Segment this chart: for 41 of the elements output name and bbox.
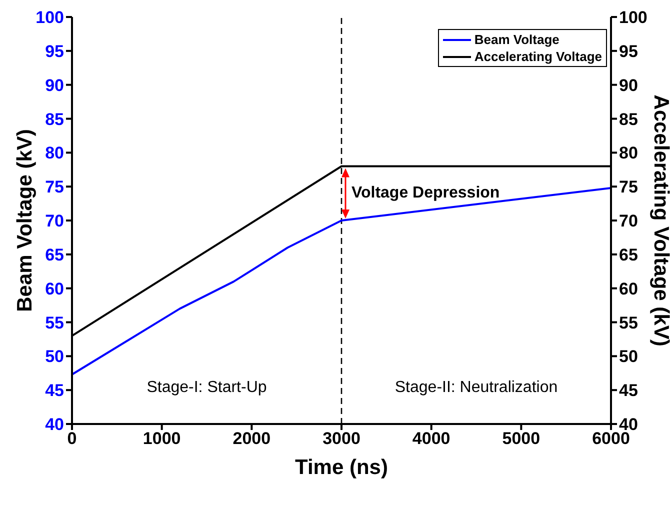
y2-tick-label: 55 [619,313,638,332]
legend-label: Accelerating Voltage [474,48,602,65]
y2-tick-label: 45 [619,381,638,400]
x-tick-label: 0 [67,429,77,448]
y-tick-label: 50 [45,347,64,366]
y-tick-label: 60 [45,279,64,298]
y2-tick-label: 90 [619,76,638,95]
x-tick-label: 2000 [232,429,271,448]
x-tick-label: 5000 [502,429,540,448]
y-tick-label: 70 [45,212,64,231]
y2-tick-label: 60 [619,279,638,298]
x-axis-title: Time (ns) [295,456,388,479]
y-tick-label: 40 [45,415,64,434]
y-tick-label: 65 [45,245,64,264]
y-axis-title: Beam Voltage (kV) [14,129,37,312]
y-tick-label: 45 [45,381,64,400]
y-tick-label: 95 [45,42,64,61]
y-tick-label: 85 [45,110,64,129]
annotation: Stage-II: Neutralization [394,379,558,396]
x-tick-label: 1000 [142,429,181,448]
y2-tick-label: 65 [619,245,638,264]
y2-tick-label: 75 [619,178,638,197]
legend-label: Beam Voltage [474,31,560,48]
y-tick-label: 90 [45,76,64,95]
x-tick-label: 3000 [322,429,360,448]
line-series [72,186,611,376]
y2-tick-label: 80 [619,144,638,163]
y-tick-label: 100 [36,8,64,28]
x-tick-label: 6000 [592,429,630,448]
x-tick-label: 4000 [412,429,450,448]
annotation: Stage-I: Start-Up [146,379,267,396]
y2-tick-label: 70 [619,212,638,231]
y2-tick-label: 50 [619,347,638,366]
y-tick-label: 80 [45,144,64,163]
annotation: Voltage Depression [352,184,500,202]
y-tick-label: 75 [45,178,64,197]
y2-axis-title: Accelerating Voltage (kV) [649,94,670,346]
y2-tick-label: 100 [619,8,648,28]
y-tick-label: 55 [45,313,64,332]
y2-tick-label: 95 [619,42,638,61]
y2-tick-label: 85 [619,110,638,129]
